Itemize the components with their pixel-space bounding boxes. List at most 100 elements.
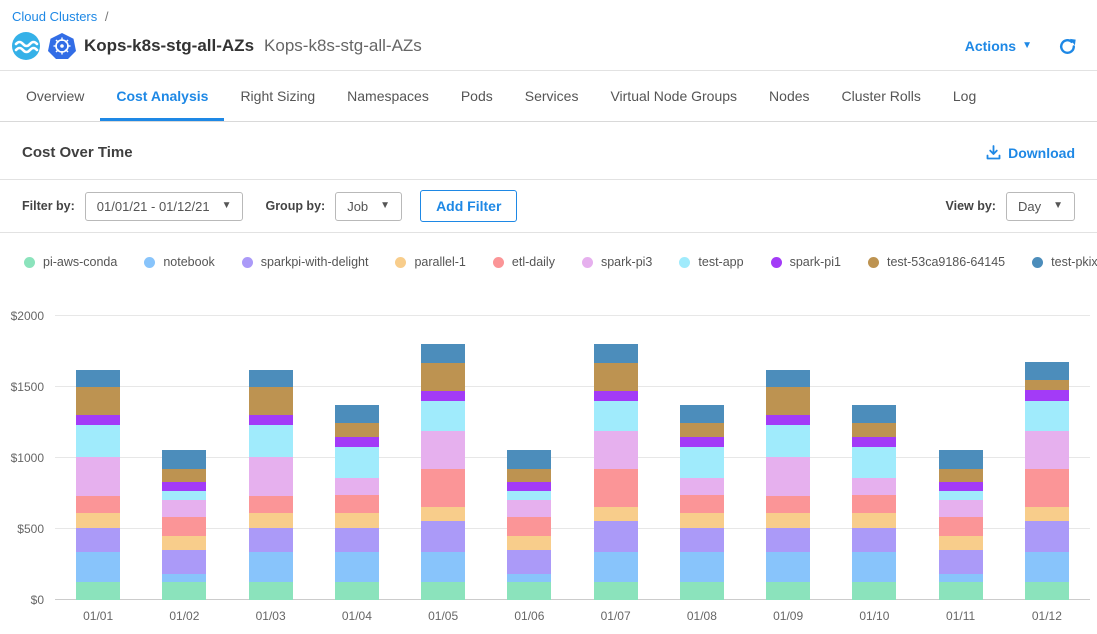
bar-segment-notebook[interactable] [421, 552, 465, 581]
view-by-select[interactable]: Day ▼ [1006, 192, 1075, 221]
stacked-bar-01/12[interactable] [1025, 362, 1069, 600]
bar-segment-etl-daily[interactable] [939, 517, 983, 536]
legend-item-parallel-1[interactable]: parallel-1 [395, 255, 465, 269]
bar-segment-etl-daily[interactable] [852, 495, 896, 513]
stacked-bar-01/05[interactable] [421, 344, 465, 600]
bar-segment-test-app[interactable] [421, 401, 465, 432]
bar-segment-notebook[interactable] [594, 552, 638, 581]
bar-segment-test-53ca9186-64145[interactable] [507, 469, 551, 482]
bar-segment-etl-daily[interactable] [421, 469, 465, 507]
legend-item-etl-daily[interactable]: etl-daily [493, 255, 555, 269]
bar-segment-test-app[interactable] [594, 401, 638, 432]
bar-segment-spark-pi1[interactable] [162, 482, 206, 492]
bar-segment-pi-aws-conda[interactable] [507, 582, 551, 600]
bar-segment-sparkpi-with-delight[interactable] [507, 550, 551, 574]
bar-segment-test-app[interactable] [1025, 401, 1069, 432]
bar-segment-spark-pi1[interactable] [680, 437, 724, 446]
bar-segment-etl-daily[interactable] [680, 495, 724, 513]
bar-segment-pi-aws-conda[interactable] [852, 582, 896, 600]
bar-segment-spark-pi1[interactable] [421, 391, 465, 400]
bar-segment-parallel-1[interactable] [680, 513, 724, 527]
bar-segment-etl-daily[interactable] [507, 517, 551, 536]
bar-segment-sparkpi-with-delight[interactable] [680, 528, 724, 553]
bar-segment-notebook[interactable] [162, 574, 206, 581]
bar-segment-test-app[interactable] [852, 447, 896, 478]
bar-segment-test-pkix[interactable] [335, 405, 379, 423]
stacked-bar-01/08[interactable] [680, 405, 724, 600]
legend-item-spark-pi3[interactable]: spark-pi3 [582, 255, 652, 269]
bar-segment-notebook[interactable] [852, 552, 896, 581]
bar-segment-pi-aws-conda[interactable] [249, 582, 293, 600]
bar-segment-sparkpi-with-delight[interactable] [76, 528, 120, 552]
bar-segment-sparkpi-with-delight[interactable] [594, 521, 638, 552]
bar-segment-etl-daily[interactable] [594, 469, 638, 507]
bar-segment-test-app[interactable] [680, 447, 724, 478]
bar-segment-test-app[interactable] [766, 425, 810, 457]
bar-segment-pi-aws-conda[interactable] [594, 582, 638, 600]
stacked-bar-01/07[interactable] [594, 344, 638, 600]
tab-log[interactable]: Log [937, 71, 992, 121]
bar-segment-spark-pi1[interactable] [335, 437, 379, 446]
bar-segment-test-53ca9186-64145[interactable] [766, 387, 810, 415]
tab-cost-analysis[interactable]: Cost Analysis [100, 71, 224, 121]
stacked-bar-01/03[interactable] [249, 370, 293, 600]
bar-segment-notebook[interactable] [335, 552, 379, 581]
legend-item-test-app[interactable]: test-app [679, 255, 743, 269]
bar-segment-spark-pi1[interactable] [1025, 390, 1069, 401]
bar-segment-sparkpi-with-delight[interactable] [939, 550, 983, 574]
bar-segment-parallel-1[interactable] [766, 513, 810, 529]
bar-segment-etl-daily[interactable] [1025, 469, 1069, 507]
bar-segment-notebook[interactable] [766, 552, 810, 581]
bar-segment-sparkpi-with-delight[interactable] [249, 528, 293, 552]
bar-segment-etl-daily[interactable] [249, 496, 293, 512]
stacked-bar-01/01[interactable] [76, 370, 120, 600]
bar-segment-spark-pi1[interactable] [507, 482, 551, 492]
bar-segment-test-53ca9186-64145[interactable] [335, 423, 379, 437]
bar-segment-spark-pi3[interactable] [680, 478, 724, 495]
bar-segment-spark-pi3[interactable] [939, 500, 983, 517]
bar-segment-test-53ca9186-64145[interactable] [162, 469, 206, 482]
bar-segment-spark-pi3[interactable] [507, 500, 551, 517]
add-filter-button[interactable]: Add Filter [420, 190, 517, 222]
bar-segment-pi-aws-conda[interactable] [680, 582, 724, 600]
bar-segment-pi-aws-conda[interactable] [162, 582, 206, 600]
tab-namespaces[interactable]: Namespaces [331, 71, 445, 121]
bar-segment-sparkpi-with-delight[interactable] [852, 528, 896, 553]
bar-segment-pi-aws-conda[interactable] [939, 582, 983, 600]
bar-segment-test-app[interactable] [507, 491, 551, 500]
tab-overview[interactable]: Overview [10, 71, 100, 121]
bar-segment-spark-pi3[interactable] [76, 457, 120, 496]
bar-segment-etl-daily[interactable] [162, 517, 206, 536]
stacked-bar-01/10[interactable] [852, 405, 896, 600]
bar-segment-parallel-1[interactable] [249, 513, 293, 529]
bar-segment-parallel-1[interactable] [507, 536, 551, 550]
stacked-bar-01/11[interactable] [939, 450, 983, 600]
legend-item-test-53ca9186-64145[interactable]: test-53ca9186-64145 [868, 255, 1005, 269]
bar-segment-test-pkix[interactable] [680, 405, 724, 423]
bar-segment-test-pkix[interactable] [249, 370, 293, 387]
bar-segment-sparkpi-with-delight[interactable] [766, 528, 810, 552]
bar-segment-test-53ca9186-64145[interactable] [76, 387, 120, 415]
bar-segment-parallel-1[interactable] [852, 513, 896, 527]
legend-item-pi-aws-conda[interactable]: pi-aws-conda [24, 255, 117, 269]
bar-segment-pi-aws-conda[interactable] [766, 582, 810, 600]
tab-cluster-rolls[interactable]: Cluster Rolls [826, 71, 937, 121]
bar-segment-spark-pi1[interactable] [852, 437, 896, 446]
bar-segment-parallel-1[interactable] [594, 507, 638, 521]
bar-segment-notebook[interactable] [680, 552, 724, 581]
bar-segment-etl-daily[interactable] [335, 495, 379, 513]
actions-button[interactable]: Actions ▼ [965, 38, 1032, 54]
bar-segment-parallel-1[interactable] [76, 513, 120, 529]
bar-segment-spark-pi1[interactable] [594, 391, 638, 400]
bar-segment-test-53ca9186-64145[interactable] [1025, 380, 1069, 390]
bar-segment-test-app[interactable] [335, 447, 379, 478]
bar-segment-test-pkix[interactable] [766, 370, 810, 387]
legend-item-spark-pi1[interactable]: spark-pi1 [771, 255, 841, 269]
legend-item-sparkpi-with-delight[interactable]: sparkpi-with-delight [242, 255, 369, 269]
legend-item-notebook[interactable]: notebook [144, 255, 214, 269]
bar-segment-pi-aws-conda[interactable] [1025, 582, 1069, 600]
stacked-bar-01/02[interactable] [162, 450, 206, 600]
bar-segment-spark-pi1[interactable] [939, 482, 983, 492]
bar-segment-spark-pi3[interactable] [162, 500, 206, 517]
bar-segment-spark-pi3[interactable] [1025, 431, 1069, 469]
